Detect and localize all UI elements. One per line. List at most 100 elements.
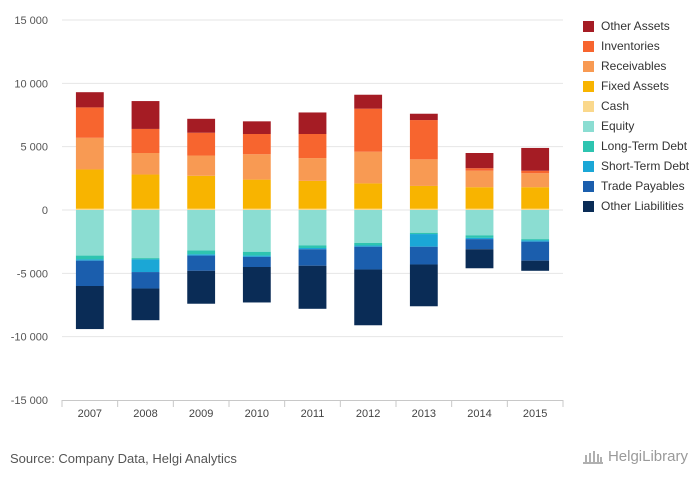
bar-segment-inventories xyxy=(465,168,494,171)
bar-segment-fixed-assets xyxy=(354,183,383,209)
legend-item-receivables[interactable]: Receivables xyxy=(583,56,689,76)
bar-segment-long-term-debt xyxy=(242,251,271,256)
bar-segment-inventories xyxy=(187,132,216,156)
y-tick-label: 15 000 xyxy=(14,15,48,27)
bar-segment-cash xyxy=(409,208,438,210)
legend-item-other-assets[interactable]: Other Assets xyxy=(583,16,689,36)
legend-item-long-term-debt[interactable]: Long-Term Debt xyxy=(583,136,689,156)
legend-item-short-term-debt[interactable]: Short-Term Debt xyxy=(583,156,689,176)
bar-segment-short-term-debt xyxy=(131,259,160,273)
bar-segment-cash xyxy=(187,208,216,210)
y-tick-label: -5 000 xyxy=(17,268,48,280)
bar-segment-trade-payables xyxy=(298,249,327,266)
bar-segment-equity xyxy=(409,210,438,233)
bar-segment-inventories xyxy=(131,128,160,153)
library-building-icon xyxy=(582,450,603,464)
x-tick-label: 2008 xyxy=(133,408,157,420)
bar-segment-long-term-debt xyxy=(465,235,494,238)
legend-label: Other Liabilities xyxy=(601,199,684,213)
y-tick-label: -10 000 xyxy=(11,332,48,344)
bar-segment-short-term-debt xyxy=(75,259,104,261)
bar-segment-long-term-debt xyxy=(521,239,550,241)
x-tick-label: 2009 xyxy=(189,408,213,420)
bar-segment-long-term-debt xyxy=(75,255,104,260)
bar-segment-other-liabilities xyxy=(75,286,104,330)
bar-segment-fixed-assets xyxy=(409,185,438,209)
bar-segment-cash xyxy=(242,208,271,210)
bar-segment-equity xyxy=(298,210,327,246)
bar-segment-cash xyxy=(298,208,327,210)
bar-segment-other-liabilities xyxy=(131,288,160,321)
bar-segment-trade-payables xyxy=(187,255,216,271)
bar-segment-long-term-debt xyxy=(298,245,327,248)
legend-swatch xyxy=(583,200,594,212)
legend-swatch xyxy=(583,160,594,172)
bar-segment-other-assets xyxy=(354,94,383,109)
legend-swatch xyxy=(583,140,594,152)
bar-segment-receivables xyxy=(465,170,494,188)
bar-segment-other-assets xyxy=(465,153,494,169)
bar-segment-other-liabilities xyxy=(187,270,216,304)
legend-item-inventories[interactable]: Inventories xyxy=(583,36,689,56)
legend-item-cash[interactable]: Cash xyxy=(583,96,689,116)
bar-segment-receivables xyxy=(187,155,216,176)
bar-segment-short-term-debt xyxy=(187,254,216,256)
bar-segment-other-liabilities xyxy=(465,249,494,269)
bar-segment-other-assets xyxy=(75,92,104,108)
legend-item-equity[interactable]: Equity xyxy=(583,116,689,136)
x-tick-label: 2013 xyxy=(412,408,436,420)
legend-item-fixed-assets[interactable]: Fixed Assets xyxy=(583,76,689,96)
x-tick-label: 2011 xyxy=(301,408,325,420)
bar-segment-short-term-debt xyxy=(465,237,494,240)
chart-legend: Other Assets Inventories Receivables Fixed … xyxy=(583,16,689,216)
legend-label: Fixed Assets xyxy=(601,79,670,93)
y-tick-label: -15 000 xyxy=(11,395,48,407)
bar-segment-cash xyxy=(465,208,494,210)
bar-segment-equity xyxy=(521,210,550,240)
bar-segment-inventories xyxy=(354,108,383,152)
bar-segment-cash xyxy=(75,208,104,210)
bar-segment-receivables xyxy=(298,158,327,181)
legend-swatch xyxy=(583,40,594,52)
x-tick-label: 2010 xyxy=(245,408,269,420)
bar-segment-equity xyxy=(242,210,271,252)
bar-segment-other-liabilities xyxy=(521,260,550,271)
legend-swatch xyxy=(583,80,594,92)
bar-segment-long-term-debt xyxy=(409,232,438,235)
bar-segment-trade-payables xyxy=(409,246,438,265)
bar-segment-equity xyxy=(75,210,104,256)
bar-segment-other-liabilities xyxy=(409,264,438,307)
legend-label: Long-Term Debt xyxy=(601,139,688,153)
bar-segment-other-liabilities xyxy=(354,269,383,326)
bar-segment-fixed-assets xyxy=(298,180,327,209)
legend-label: Equity xyxy=(601,119,635,133)
bar-segment-inventories xyxy=(521,170,550,174)
bar-segment-cash xyxy=(521,208,550,210)
x-tick-label: 2007 xyxy=(78,408,102,420)
bar-segment-fixed-assets xyxy=(187,175,216,209)
legend-label: Inventories xyxy=(601,39,660,53)
brand-logo: HelgiLibrary xyxy=(582,448,688,465)
legend-label: Short-Term Debt xyxy=(601,159,690,173)
legend-label: Trade Payables xyxy=(601,179,685,193)
legend-item-other-liabilities[interactable]: Other Liabilities xyxy=(583,196,689,216)
bar-segment-short-term-debt xyxy=(242,255,271,257)
legend-label: Cash xyxy=(601,99,630,113)
bar-segment-other-assets xyxy=(298,112,327,134)
bar-segment-trade-payables xyxy=(354,246,383,270)
legend-item-trade-payables[interactable]: Trade Payables xyxy=(583,176,689,196)
bar-segment-receivables xyxy=(131,153,160,175)
legend-swatch xyxy=(583,180,594,192)
bar-segment-other-assets xyxy=(409,113,438,121)
bar-segment-other-liabilities xyxy=(242,267,271,303)
x-tick-label: 2012 xyxy=(356,408,380,420)
bar-segment-receivables xyxy=(75,137,104,170)
bar-segment-trade-payables xyxy=(242,256,271,267)
x-axis xyxy=(61,400,564,407)
y-tick-label: 5 000 xyxy=(20,142,48,154)
bars xyxy=(75,92,550,330)
legend-swatch xyxy=(583,60,594,72)
legend-swatch xyxy=(583,20,594,32)
bar-segment-inventories xyxy=(242,134,271,155)
